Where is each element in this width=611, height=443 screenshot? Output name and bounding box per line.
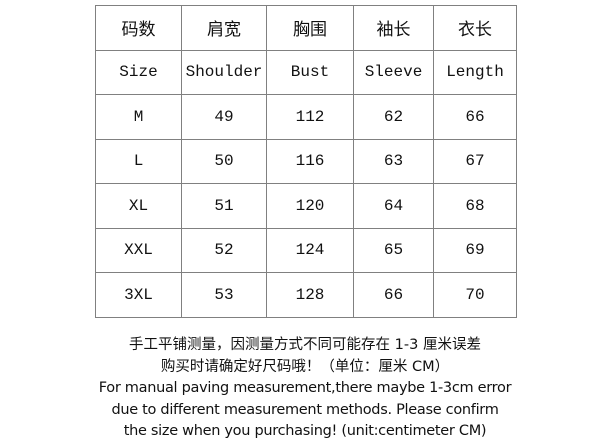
- note-line-zh: 购买时请确定好尺码哦！（单位：厘米 CM）: [160, 358, 450, 375]
- cell: 70: [433, 272, 517, 318]
- table-row: M 49 112 62 66: [95, 94, 517, 140]
- table-row: XL 51 120 64 68: [95, 183, 517, 229]
- cell: 66: [353, 272, 434, 318]
- cell: XL: [95, 183, 182, 229]
- cell: 124: [266, 227, 354, 273]
- cell: 120: [266, 183, 354, 229]
- cell: 68: [433, 183, 517, 229]
- cell: 62: [353, 94, 434, 140]
- header-row-chinese: 码数 肩宽 胸围 袖长 衣长: [95, 5, 517, 51]
- measurement-notes: 手工平铺测量，因测量方式不同可能存在 1-3 厘米误差 购买时请确定好尺码哦！（…: [60, 335, 550, 443]
- cell: 69: [433, 227, 517, 273]
- cell: 128: [266, 272, 354, 318]
- cell: 64: [353, 183, 434, 229]
- cell: XXL: [95, 227, 182, 273]
- cell: L: [95, 138, 182, 184]
- cell: 52: [181, 227, 267, 273]
- cell: 50: [181, 138, 267, 184]
- note-line-en: For manual paving measurement,there mayb…: [98, 380, 512, 396]
- header-cell: Shoulder: [181, 49, 267, 95]
- note-line-en: due to different measurement methods. Pl…: [111, 401, 499, 418]
- header-cell: 衣长: [433, 5, 517, 51]
- header-cell: Size: [95, 49, 182, 95]
- cell: 65: [353, 227, 434, 273]
- header-cell: 袖长: [353, 5, 434, 51]
- note-line-zh: 手工平铺测量，因测量方式不同可能存在 1-3 厘米误差: [129, 337, 481, 353]
- cell: 67: [433, 138, 517, 184]
- header-cell: Length: [433, 49, 517, 95]
- header-cell: 肩宽: [181, 5, 267, 51]
- header-cell: Sleeve: [353, 49, 434, 95]
- header-cell: 码数: [95, 5, 182, 51]
- table-row: L 50 116 63 67: [95, 138, 517, 184]
- note-line-en: the size when you purchasing! (unit:cent…: [123, 423, 487, 439]
- cell: 63: [353, 138, 434, 184]
- cell: 51: [181, 183, 267, 229]
- cell: 116: [266, 138, 354, 184]
- table-row: 3XL 53 128 66 70: [95, 272, 517, 318]
- header-cell: Bust: [266, 49, 354, 95]
- cell: 53: [181, 272, 267, 318]
- cell: 3XL: [95, 272, 182, 318]
- header-cell: 胸围: [266, 5, 354, 51]
- table-row: XXL 52 124 65 69: [95, 227, 517, 273]
- cell: 49: [181, 94, 267, 140]
- cell: M: [95, 94, 182, 140]
- cell: 112: [266, 94, 354, 140]
- cell: 66: [433, 94, 517, 140]
- size-chart-table: 码数 肩宽 胸围 袖长 衣长 Size Shoulder Bust Sleeve…: [95, 5, 517, 318]
- header-row-english: Size Shoulder Bust Sleeve Length: [95, 49, 517, 95]
